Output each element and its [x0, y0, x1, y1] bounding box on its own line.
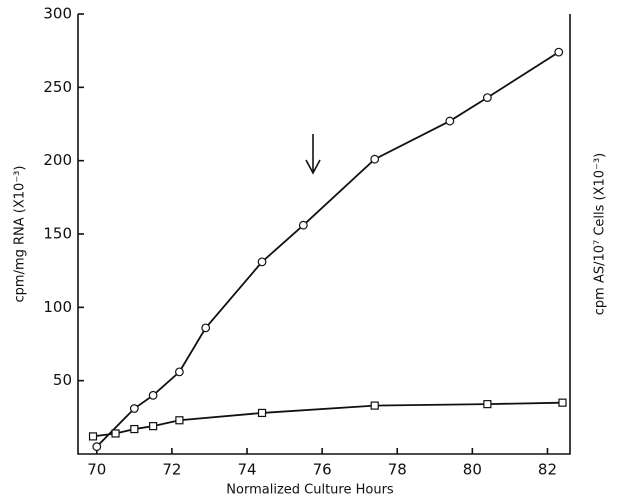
- square-marker: [370, 401, 379, 410]
- square-marker: [88, 432, 98, 441]
- y-axis-label: cpm/mg RNA (X10⁻³): [13, 166, 28, 303]
- circle-marker: [445, 116, 455, 126]
- circle-marker: [92, 442, 102, 452]
- square-marker: [175, 416, 184, 425]
- circle-marker: [201, 323, 211, 333]
- x-tick-label: 70: [87, 461, 106, 479]
- circle-marker: [257, 257, 267, 267]
- x-tick-label: 78: [388, 461, 407, 479]
- x-tick-label: 80: [463, 461, 482, 479]
- circle-marker: [129, 404, 139, 413]
- square-marker: [483, 400, 492, 409]
- series-line: [92, 401, 563, 438]
- x-tick-label: 74: [237, 461, 256, 479]
- y-tick-label: 200: [43, 151, 72, 169]
- arrow-annotation: [305, 134, 321, 175]
- y-tick-label: 300: [43, 5, 72, 23]
- y-tick-label: 250: [43, 78, 72, 96]
- x-tick-label: 72: [162, 461, 181, 479]
- square-marker: [257, 408, 267, 418]
- y-tick-label: 50: [53, 371, 72, 389]
- circle-marker: [148, 390, 158, 400]
- x-tick-label: 76: [313, 461, 332, 479]
- square-marker: [558, 398, 567, 407]
- circle-marker: [482, 93, 492, 102]
- y-tick-label: 100: [43, 298, 72, 316]
- circle-marker: [370, 154, 380, 164]
- square-marker: [149, 422, 158, 431]
- x-tick-label: 82: [538, 461, 557, 479]
- circle-marker: [298, 220, 308, 230]
- y2-axis-label: cpm AS/10⁷ Cells (X10⁻³): [593, 153, 608, 315]
- circle-marker: [554, 47, 564, 57]
- axis-frame: [77, 14, 571, 455]
- y-tick-label: 150: [43, 225, 72, 243]
- series-line: [96, 51, 560, 448]
- square-marker: [111, 429, 120, 438]
- circle-marker: [175, 367, 184, 377]
- square-marker: [130, 424, 139, 434]
- x-axis-label: Normalized Culture Hours: [226, 483, 394, 498]
